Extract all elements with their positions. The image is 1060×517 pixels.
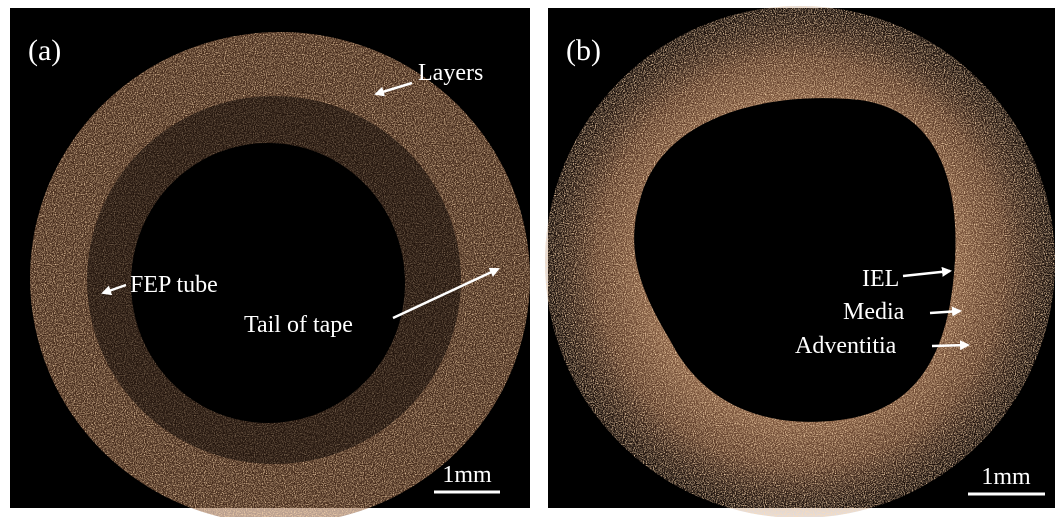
annotation: Adventitia <box>795 333 897 359</box>
panel-label: (a) <box>28 34 61 67</box>
annotation: Layers <box>418 60 483 86</box>
arrow <box>932 345 968 346</box>
annotation: FEP tube <box>130 272 218 298</box>
scale-bar-label: 1mm <box>442 462 492 488</box>
panel-label: (b) <box>566 34 601 67</box>
annotation: Media <box>843 299 905 325</box>
panel-a: (a) Layers FEP tube Tail of tape 1mm <box>10 8 530 517</box>
scale-bar-label: 1mm <box>981 464 1031 490</box>
annotation: IEL <box>862 266 899 292</box>
figure: (a) Layers FEP tube Tail of tape 1mm (b)… <box>0 0 1060 517</box>
panel-b: (b) IEL Media Adventitia 1mm <box>545 6 1055 517</box>
annotation: Tail of tape <box>244 312 353 338</box>
